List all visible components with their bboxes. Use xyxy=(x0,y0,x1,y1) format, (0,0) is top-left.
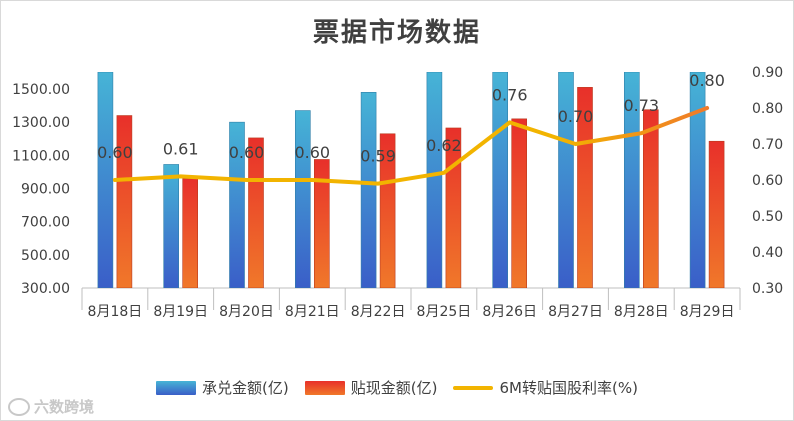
legend: 承兑金额(亿) 贴现金额(亿) 6M转贴国股利率(%) xyxy=(0,377,794,398)
y-right-tick-label: 0.80 xyxy=(752,101,783,117)
rate-data-label: 0.76 xyxy=(492,85,528,104)
bar-acceptance xyxy=(229,121,245,288)
watermark-text: 六数跨境 xyxy=(34,398,95,416)
x-tick-label: 8月22日 xyxy=(351,304,406,320)
x-tick-label: 8月29日 xyxy=(680,304,735,320)
rate-data-label: 0.60 xyxy=(97,143,133,162)
bar-acceptance xyxy=(623,72,640,288)
bar-discount xyxy=(248,137,264,288)
watermark: 六数跨境 xyxy=(8,396,94,417)
legend-label-acceptance: 承兑金额(亿) xyxy=(202,379,289,397)
bar-discount xyxy=(116,115,133,288)
bar-acceptance xyxy=(294,110,311,288)
y-left-tick-label: 700.00 xyxy=(21,215,70,231)
rate-data-label: 0.60 xyxy=(294,143,330,162)
rate-data-label: 0.60 xyxy=(229,143,265,162)
rate-data-label: 0.62 xyxy=(426,136,462,155)
rate-data-label: 0.80 xyxy=(689,71,725,90)
rate-data-label: 0.73 xyxy=(623,96,659,115)
x-tick-label: 8月19日 xyxy=(153,304,208,320)
bar-discount xyxy=(379,133,396,288)
legend-swatch-discount xyxy=(304,380,345,395)
bar-acceptance xyxy=(360,92,377,288)
bar-discount xyxy=(511,118,528,288)
y-right-tick-label: 0.70 xyxy=(752,137,783,153)
y-left-tick-label: 900.00 xyxy=(21,182,70,198)
y-right-tick-label: 0.40 xyxy=(752,245,783,261)
rate-data-label: 0.59 xyxy=(360,147,396,166)
x-tick-label: 8月25日 xyxy=(417,304,472,320)
bar-discount xyxy=(642,109,659,288)
y-left-tick-label: 1100.00 xyxy=(12,148,70,164)
x-tick-label: 8月26日 xyxy=(482,304,537,320)
x-tick-label: 8月28日 xyxy=(614,304,669,320)
x-tick-label: 8月21日 xyxy=(285,304,340,320)
y-right-tick-label: 0.50 xyxy=(752,209,783,225)
y-left-tick-label: 1500.00 xyxy=(12,82,70,98)
legend-label-rate: 6M转贴国股利率(%) xyxy=(499,379,638,397)
y-right-tick-label: 0.90 xyxy=(752,65,783,81)
rate-data-label: 0.70 xyxy=(558,107,594,126)
x-tick-label: 8月20日 xyxy=(219,304,274,320)
rate-data-label: 0.61 xyxy=(163,139,199,158)
bar-discount xyxy=(182,178,198,288)
bar-acceptance xyxy=(689,72,706,288)
bar-discount xyxy=(313,159,330,288)
y-left-tick-label: 1300.00 xyxy=(12,115,70,131)
bar-acceptance xyxy=(163,164,179,288)
y-left-tick-label: 300.00 xyxy=(21,281,70,297)
legend-label-discount: 贴现金额(亿) xyxy=(350,379,438,397)
bar-discount xyxy=(708,140,725,288)
watermark-logo-icon xyxy=(8,397,30,416)
legend-swatch-acceptance xyxy=(156,380,197,395)
bar-acceptance xyxy=(97,72,114,288)
chart-title: 票据市场数据 xyxy=(312,18,481,48)
legend-item-rate: 6M转贴国股利率(%) xyxy=(453,377,638,398)
x-tick-label: 8月18日 xyxy=(88,304,143,320)
legend-item-discount: 贴现金额(亿) xyxy=(304,377,438,398)
legend-swatch-rate xyxy=(453,385,494,390)
rate-line xyxy=(112,106,710,186)
x-tick-label: 8月27日 xyxy=(548,304,603,320)
y-right-tick-label: 0.60 xyxy=(752,173,783,189)
y-left-tick-label: 500.00 xyxy=(21,248,70,264)
bar-acceptance xyxy=(558,72,574,288)
bar-discount xyxy=(577,87,593,288)
y-right-tick-label: 0.30 xyxy=(752,281,783,297)
bar-acceptance xyxy=(426,72,443,288)
legend-item-acceptance: 承兑金额(亿) xyxy=(156,377,289,398)
